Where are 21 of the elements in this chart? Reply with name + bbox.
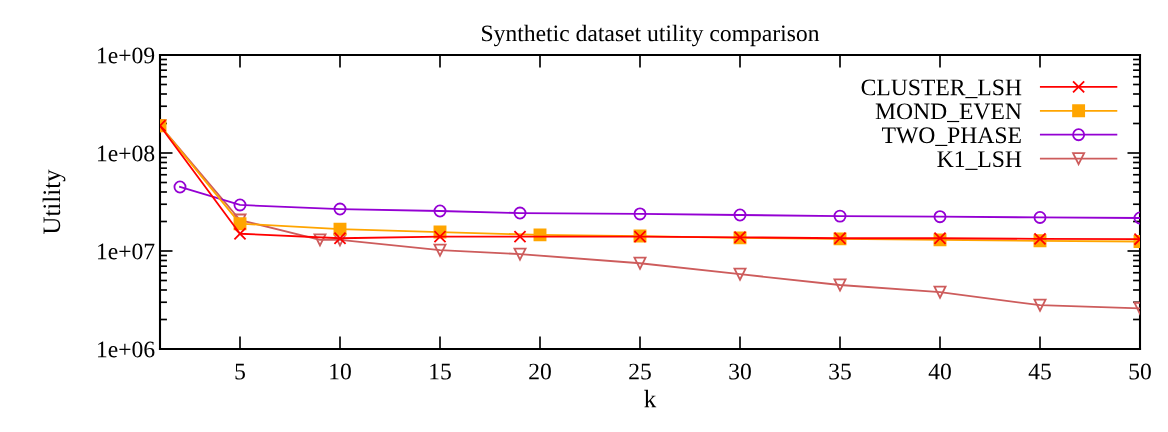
x-tick-label: 10 — [330, 363, 351, 380]
y-tick-label: 1e+06 — [98, 341, 155, 358]
x-tick-label: 15 — [430, 363, 451, 380]
chart-title: Synthetic dataset utility comparison — [482, 24, 820, 47]
x-tick-label: 35 — [829, 363, 851, 380]
legend-label: K1_LSH — [937, 151, 1022, 170]
legend-label: CLUSTER_LSH — [861, 79, 1022, 99]
x-tick-label: 25 — [629, 363, 651, 380]
x-tick-label: 45 — [1028, 363, 1051, 380]
x-tick-label: 20 — [529, 363, 551, 380]
x-tick-label: 5 — [235, 363, 245, 380]
x-tick-label: 40 — [928, 363, 951, 380]
x-axis-title: k — [644, 389, 657, 408]
x-tick-label: 30 — [729, 363, 751, 380]
y-tick-label: 1e+07 — [98, 243, 155, 260]
x-tick-label: 50 — [1129, 363, 1151, 380]
legend-label: MOND_EVEN — [875, 103, 1022, 123]
y-tick-label: 1e+08 — [98, 145, 155, 162]
y-tick-label: 1e+09 — [98, 47, 155, 64]
y-axis-title: Utility — [42, 169, 66, 235]
legend-label: TWO_PHASE — [882, 127, 1021, 147]
